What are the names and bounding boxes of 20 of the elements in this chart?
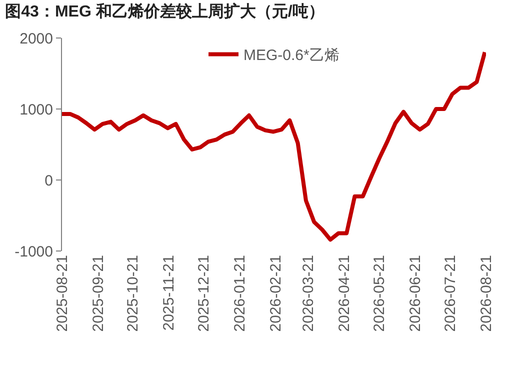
y-tick-label: 2000 <box>20 30 53 48</box>
y-tick-label: -1000 <box>14 243 53 260</box>
x-tick-label: 2026-08-21 <box>478 255 495 332</box>
x-tick-label: 2026-07-21 <box>442 255 459 332</box>
x-tick-label: 2026-05-21 <box>371 255 388 332</box>
x-tick-label: 2026-02-21 <box>268 255 285 332</box>
x-tick-label: 2025-11-21 <box>160 255 178 331</box>
line-series <box>62 50 486 242</box>
x-tick-label: 2026-06-21 <box>407 255 424 332</box>
y-tick-label: 0 <box>44 172 53 190</box>
chart-title: 图43：MEG 和乙烯价差较上周扩大（元/吨） <box>5 2 324 21</box>
x-tick-label: 2026-03-21 <box>300 255 318 332</box>
x-tick-label: 2025-09-21 <box>90 255 107 332</box>
x-tick-label: 2025-10-21 <box>124 255 142 332</box>
y-tick-label: 1000 <box>20 101 53 118</box>
x-tick-label: 2026-01-21 <box>232 255 249 332</box>
x-tick-label: 2026-04-21 <box>336 255 354 332</box>
x-tick-label: 2025-08-21 <box>54 255 71 332</box>
x-tick-label: 2025-12-21 <box>196 255 213 332</box>
legend-label: MEG-0.6*乙烯 <box>244 47 340 64</box>
